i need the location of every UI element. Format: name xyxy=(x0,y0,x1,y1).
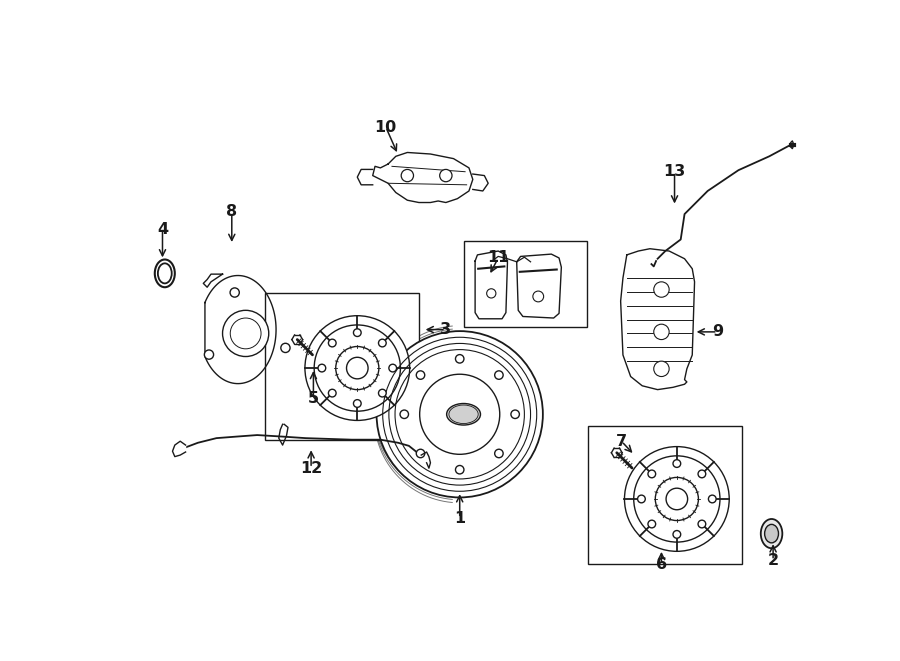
Circle shape xyxy=(673,531,680,538)
Text: 5: 5 xyxy=(308,391,319,407)
Circle shape xyxy=(354,400,361,407)
Circle shape xyxy=(222,310,269,356)
Text: 10: 10 xyxy=(374,120,397,135)
Circle shape xyxy=(346,358,368,379)
Circle shape xyxy=(495,371,503,379)
Circle shape xyxy=(653,324,670,340)
Circle shape xyxy=(637,495,645,503)
Circle shape xyxy=(708,495,716,503)
Circle shape xyxy=(698,470,706,478)
Circle shape xyxy=(487,289,496,298)
Circle shape xyxy=(440,169,452,182)
Circle shape xyxy=(230,288,239,297)
Circle shape xyxy=(648,520,656,528)
Polygon shape xyxy=(421,452,430,468)
Circle shape xyxy=(328,339,336,347)
Circle shape xyxy=(648,470,656,478)
Circle shape xyxy=(533,291,544,302)
Circle shape xyxy=(379,389,386,397)
Circle shape xyxy=(336,346,379,389)
Polygon shape xyxy=(373,153,472,202)
Ellipse shape xyxy=(760,519,782,548)
Circle shape xyxy=(698,520,706,528)
Bar xyxy=(265,293,418,440)
Text: 6: 6 xyxy=(656,557,667,572)
Ellipse shape xyxy=(446,403,481,425)
Circle shape xyxy=(354,329,361,336)
Polygon shape xyxy=(205,276,276,383)
Circle shape xyxy=(455,354,464,363)
Circle shape xyxy=(328,389,336,397)
Text: 3: 3 xyxy=(440,322,452,337)
Polygon shape xyxy=(621,249,695,389)
Circle shape xyxy=(376,331,543,498)
Circle shape xyxy=(511,410,519,418)
Polygon shape xyxy=(517,254,562,318)
Text: 2: 2 xyxy=(768,553,778,568)
Circle shape xyxy=(389,364,397,372)
Bar xyxy=(588,426,742,564)
Text: 11: 11 xyxy=(487,251,509,266)
Circle shape xyxy=(419,374,500,454)
Polygon shape xyxy=(203,274,222,288)
Circle shape xyxy=(666,488,688,510)
Circle shape xyxy=(655,477,698,520)
Circle shape xyxy=(653,282,670,297)
Polygon shape xyxy=(173,442,185,457)
Text: 9: 9 xyxy=(712,325,724,339)
Bar xyxy=(464,241,587,327)
Ellipse shape xyxy=(765,524,778,543)
Circle shape xyxy=(379,339,386,347)
Circle shape xyxy=(281,343,290,352)
Circle shape xyxy=(318,364,326,372)
Circle shape xyxy=(417,449,425,457)
Circle shape xyxy=(673,459,680,467)
Text: 13: 13 xyxy=(663,164,686,179)
Circle shape xyxy=(305,316,410,420)
Circle shape xyxy=(400,410,409,418)
Text: 7: 7 xyxy=(616,434,627,449)
Circle shape xyxy=(204,350,213,359)
Circle shape xyxy=(653,361,670,377)
Circle shape xyxy=(401,169,413,182)
Polygon shape xyxy=(475,251,508,319)
Circle shape xyxy=(417,371,425,379)
Circle shape xyxy=(455,465,464,474)
Text: 8: 8 xyxy=(226,204,238,219)
Circle shape xyxy=(625,447,729,551)
Circle shape xyxy=(495,449,503,457)
Text: 12: 12 xyxy=(300,461,322,476)
Text: 1: 1 xyxy=(454,511,465,525)
Text: 4: 4 xyxy=(157,222,168,237)
